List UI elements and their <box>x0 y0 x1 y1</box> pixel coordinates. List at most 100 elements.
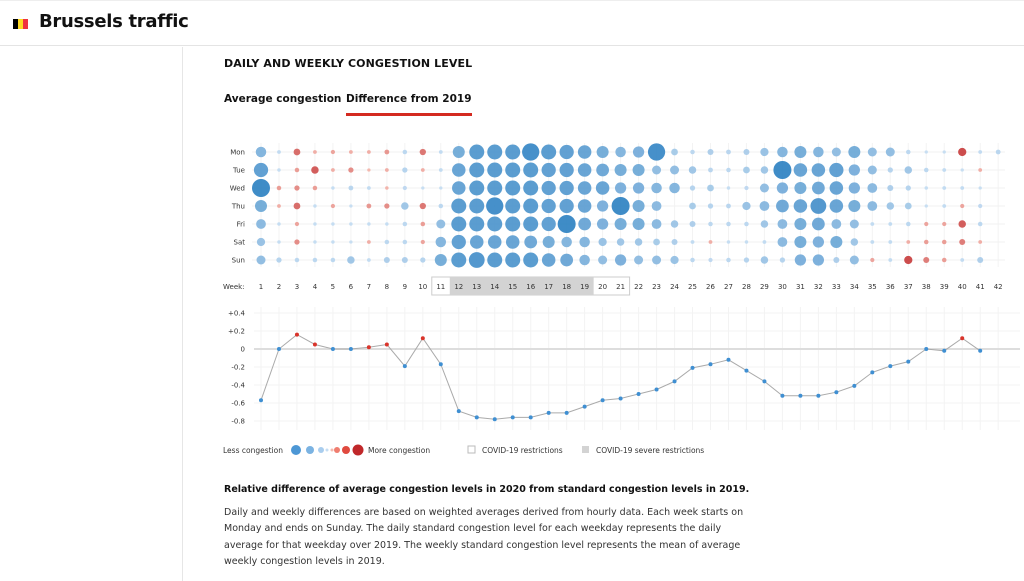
week-label: 13 <box>472 283 481 291</box>
bubble-sun-week-3 <box>294 257 300 263</box>
line-point-week-1 <box>259 398 263 403</box>
y-tick-label: -0.8 <box>231 418 245 426</box>
bubble-tue-week-12 <box>452 163 466 177</box>
bubble-sat-week-8 <box>384 239 390 245</box>
legend-bubble-7 <box>352 444 364 456</box>
line-point-week-40 <box>960 336 965 341</box>
bubble-wed-week-19 <box>577 181 592 195</box>
tab-difference-from-2019[interactable]: Difference from 2019 <box>346 93 472 116</box>
bubble-fri-week-10 <box>420 221 426 227</box>
bubble-mon-week-7 <box>367 150 371 154</box>
bubble-sat-week-20 <box>598 237 607 247</box>
bubble-thu-week-23 <box>651 201 662 211</box>
bubble-tue-week-4 <box>311 166 319 174</box>
week-label: 1 <box>259 283 263 291</box>
bubble-sat-week-14 <box>487 235 502 249</box>
bubble-thu-week-4 <box>313 204 317 208</box>
bubble-wed-week-2 <box>276 185 282 191</box>
bubble-sun-week-10 <box>420 257 426 263</box>
bubble-wed-week-39 <box>942 186 947 190</box>
bubble-sat-week-10 <box>420 239 425 245</box>
bubble-sun-week-39 <box>941 257 947 263</box>
bubble-thu-week-20 <box>596 200 609 212</box>
bubble-sun-week-29 <box>760 256 769 264</box>
week-label: 8 <box>385 283 389 291</box>
week-label: 7 <box>367 283 371 291</box>
line-point-week-9 <box>402 364 407 369</box>
bubble-wed-week-1 <box>252 179 270 197</box>
bubble-fri-week-25 <box>689 221 696 227</box>
y-tick-label: -0.6 <box>231 400 245 408</box>
bubble-thu-week-7 <box>366 203 372 209</box>
week-label: 30 <box>778 283 787 291</box>
bubble-fri-week-14 <box>487 216 503 232</box>
bubble-thu-week-34 <box>848 200 861 212</box>
page-title: Brussels traffic <box>39 11 189 32</box>
bubble-sat-week-18 <box>561 236 572 248</box>
bubble-sun-week-25 <box>690 257 695 263</box>
week-label: 11 <box>436 283 445 291</box>
bubble-mon-week-30 <box>777 146 788 158</box>
bubble-sun-week-24 <box>670 255 679 265</box>
bubble-thu-week-9 <box>401 202 409 210</box>
bubble-sun-week-27 <box>726 257 731 263</box>
week-label: 38 <box>922 283 931 291</box>
bubble-sun-week-32 <box>812 254 825 266</box>
bubble-wed-week-32 <box>812 181 825 195</box>
bubble-thu-week-3 <box>293 202 301 210</box>
bubble-wed-week-25 <box>689 185 696 191</box>
legend-restrictions-swatch <box>467 445 476 454</box>
legend-restrictions-label: COVID-19 restrictions <box>482 446 563 455</box>
bubble-fri-week-13 <box>469 216 485 232</box>
bubble-thu-week-32 <box>810 198 827 214</box>
bubble-sat-week-37 <box>906 240 911 244</box>
bubble-tue-week-30 <box>773 161 792 179</box>
bubble-wed-week-5 <box>331 186 335 190</box>
bubble-sat-week-3 <box>294 239 300 245</box>
legend-bubble-5 <box>334 447 340 453</box>
bubble-sun-week-13 <box>468 252 485 268</box>
row-label-mon: Mon <box>230 149 245 157</box>
bubble-sat-week-2 <box>277 240 281 244</box>
bubble-sun-week-6 <box>347 256 355 264</box>
line-point-week-25 <box>690 365 695 370</box>
bubble-fri-week-6 <box>349 222 353 226</box>
bubble-wed-week-35 <box>867 183 878 193</box>
line-point-week-36 <box>888 364 893 369</box>
legend-severe-label: COVID-19 severe restrictions <box>596 446 704 455</box>
bubble-thu-week-21 <box>611 197 630 215</box>
bubble-sat-week-26 <box>708 240 713 244</box>
bubble-mon-week-10 <box>419 148 426 156</box>
bubble-tue-week-31 <box>793 163 808 177</box>
week-label: 9 <box>403 283 407 291</box>
bubble-fri-week-5 <box>331 222 335 226</box>
bubble-sun-week-20 <box>598 255 608 265</box>
line-point-week-20 <box>600 398 605 403</box>
tab-average-congestion[interactable]: Average congestion <box>224 93 342 105</box>
bubble-sun-week-30 <box>779 257 786 263</box>
week-label: 22 <box>634 283 643 291</box>
bubble-tue-week-16 <box>523 162 539 178</box>
line-point-week-2 <box>276 347 281 351</box>
belgium-flag-icon <box>13 19 28 29</box>
bubble-thu-week-35 <box>867 201 878 211</box>
bubble-sun-week-23 <box>652 255 662 265</box>
app-header: Brussels traffic <box>0 0 1024 46</box>
bubble-thu-week-22 <box>632 200 645 212</box>
bubble-wed-week-29 <box>759 183 769 193</box>
bubble-wed-week-30 <box>776 182 789 194</box>
bubble-sun-week-17 <box>541 253 556 267</box>
bubble-sat-week-34 <box>850 238 859 246</box>
bubble-wed-week-24 <box>669 182 680 194</box>
bubble-fri-week-18 <box>557 215 576 233</box>
bubble-thu-week-11 <box>438 203 444 209</box>
week-label: 10 <box>418 283 427 291</box>
bubble-sun-week-35 <box>870 257 875 263</box>
bubble-fri-week-16 <box>523 216 539 232</box>
bubble-sat-week-15 <box>505 235 520 249</box>
bubble-fri-week-27 <box>726 221 731 227</box>
bubble-thu-week-36 <box>886 202 895 210</box>
bubble-fri-week-21 <box>614 218 627 230</box>
line-point-week-15 <box>510 415 515 420</box>
